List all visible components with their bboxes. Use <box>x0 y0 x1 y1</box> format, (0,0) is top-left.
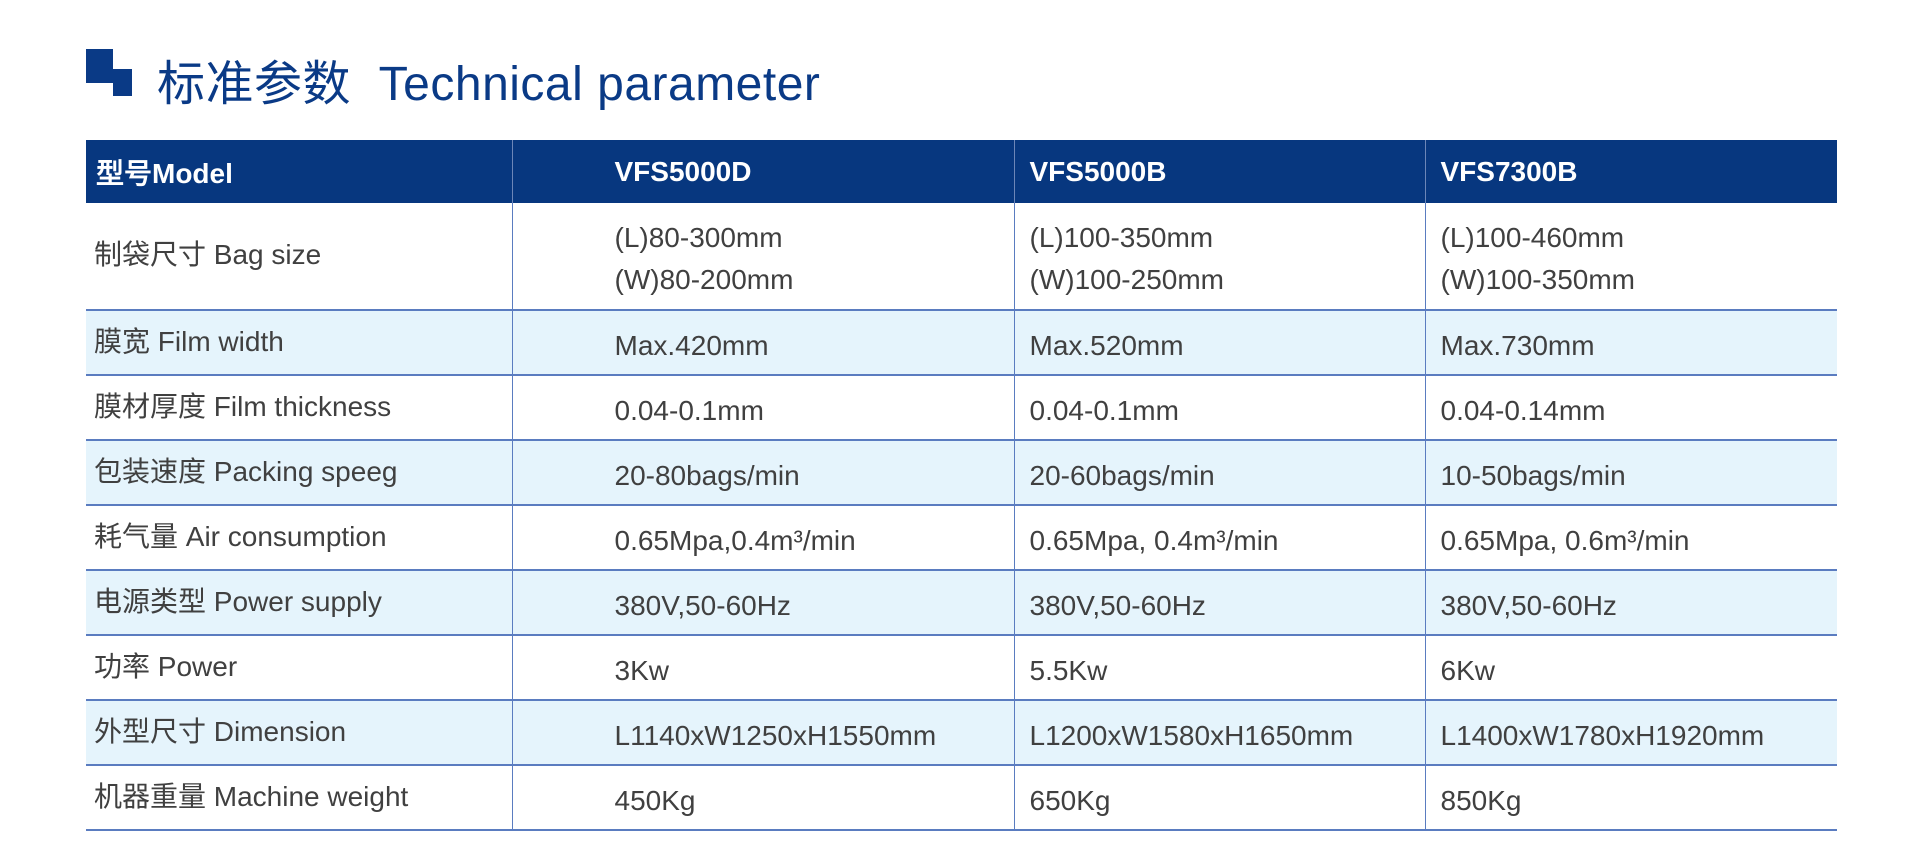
table-row: 机器重量 Machine weight 450Kg 650Kg 850Kg <box>86 765 1837 831</box>
table-cell: 10-50bags/min <box>1425 440 1837 506</box>
table-cell: Max.730mm <box>1425 310 1837 376</box>
bag-width: (W)100-350mm <box>1440 264 1635 295</box>
bag-length: (L)100-350mm <box>1029 222 1214 253</box>
row-label: 电源类型 Power supply <box>86 570 513 636</box>
bag-width: (W)100-250mm <box>1029 264 1224 295</box>
table-cell: 0.65Mpa, 0.6m³/min <box>1425 505 1837 571</box>
row-label: 耗气量 Air consumption <box>86 505 513 571</box>
table-cell: 450Kg <box>512 765 1015 831</box>
table-cell: 20-60bags/min <box>1014 440 1426 506</box>
table-cell: 650Kg <box>1014 765 1426 831</box>
table-cell: 0.65Mpa,0.4m³/min <box>512 505 1015 571</box>
row-label: 外型尺寸 Dimension <box>86 700 513 766</box>
table-row: 膜材厚度 Film thickness 0.04-0.1mm 0.04-0.1mm 0… <box>86 375 1837 441</box>
table-cell: 380V,50-60Hz <box>1425 570 1837 636</box>
table-row: 制袋尺寸 Bag size (L)80-300mm (W)80-200mm (L)… <box>86 203 1837 311</box>
row-label: 机器重量 Machine weight <box>86 765 513 831</box>
table-row: 外型尺寸 Dimension L1140xW1250xH1550mm L1200xW… <box>86 700 1837 766</box>
technical-parameter-table: 型号Model VFS5000D VFS5000B VFS7300B 制袋尺寸 … <box>86 140 1837 831</box>
table-cell: 0.04-0.14mm <box>1425 375 1837 441</box>
row-label: 制袋尺寸 Bag size <box>86 203 513 311</box>
table-cell: 850Kg <box>1425 765 1837 831</box>
table-cell: L1200xW1580xH1650mm <box>1014 700 1426 766</box>
header-model: 型号Model <box>86 140 513 203</box>
table-cell: Max.420mm <box>512 310 1015 376</box>
header-vfs5000d: VFS5000D <box>512 140 1015 203</box>
table-cell: (L)80-300mm (W)80-200mm <box>512 203 1015 311</box>
page-title: 标准参数 Technical parameter <box>157 58 821 111</box>
table-cell: 5.5Kw <box>1014 635 1426 701</box>
table-cell: 380V,50-60Hz <box>1014 570 1426 636</box>
section-square-icon <box>86 49 132 96</box>
table-row: 膜宽 Film width Max.420mm Max.520mm Max.730mm <box>86 310 1837 376</box>
table-header-row: 型号Model VFS5000D VFS5000B VFS7300B <box>86 140 1837 203</box>
table-row: 功率 Power 3Kw 5.5Kw 6Kw <box>86 635 1837 701</box>
table-row: 电源类型 Power supply 380V,50-60Hz 380V,50-60H… <box>86 570 1837 636</box>
table-cell: 6Kw <box>1425 635 1837 701</box>
table-cell: 380V,50-60Hz <box>512 570 1015 636</box>
table-row: 包装速度 Packing speeg 20-80bags/min 20-60bags… <box>86 440 1837 506</box>
header-vfs7300b: VFS7300B <box>1425 140 1837 203</box>
table-cell: Max.520mm <box>1014 310 1426 376</box>
bag-width: (W)80-200mm <box>614 264 794 295</box>
table-row: 耗气量 Air consumption 0.65Mpa,0.4m³/min 0.65… <box>86 505 1837 571</box>
header-vfs5000b: VFS5000B <box>1014 140 1426 203</box>
table-cell: 0.65Mpa, 0.4m³/min <box>1014 505 1426 571</box>
table-cell: L1140xW1250xH1550mm <box>512 700 1015 766</box>
row-label: 包装速度 Packing speeg <box>86 440 513 506</box>
table-cell: (L)100-350mm (W)100-250mm <box>1014 203 1426 311</box>
row-label: 膜宽 Film width <box>86 310 513 376</box>
table-cell: 0.04-0.1mm <box>1014 375 1426 441</box>
bag-length: (L)100-460mm <box>1440 222 1625 253</box>
bag-length: (L)80-300mm <box>614 222 783 253</box>
row-label: 膜材厚度 Film thickness <box>86 375 513 441</box>
row-label: 功率 Power <box>86 635 513 701</box>
table-cell: 20-80bags/min <box>512 440 1015 506</box>
table-cell: 0.04-0.1mm <box>512 375 1015 441</box>
table-cell: L1400xW1780xH1920mm <box>1425 700 1837 766</box>
table-cell: (L)100-460mm (W)100-350mm <box>1425 203 1837 311</box>
table-cell: 3Kw <box>512 635 1015 701</box>
